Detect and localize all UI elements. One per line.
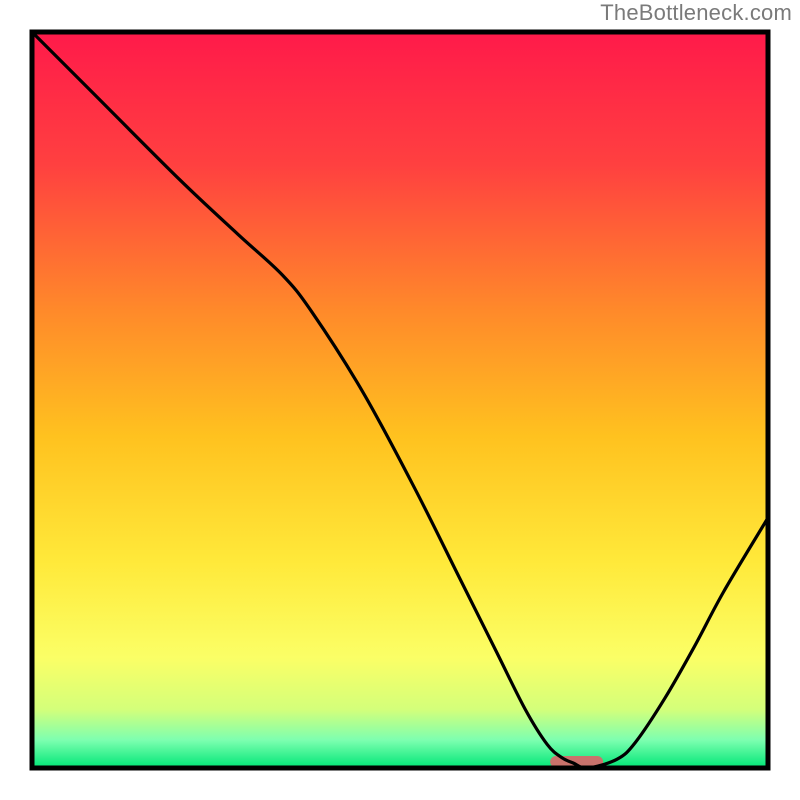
bottleneck-chart bbox=[0, 0, 800, 800]
chart-container: TheBottleneck.com bbox=[0, 0, 800, 800]
watermark-text: TheBottleneck.com bbox=[600, 0, 792, 26]
